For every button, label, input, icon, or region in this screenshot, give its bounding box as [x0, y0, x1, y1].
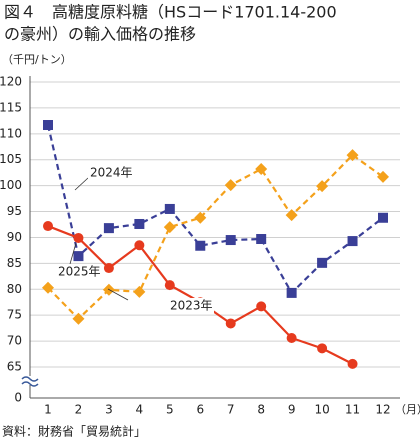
point — [163, 221, 176, 234]
label-bg — [88, 165, 134, 181]
y-tick-label: 85 — [7, 256, 22, 270]
y-tick-label: 70 — [7, 334, 22, 348]
label-bg — [56, 264, 102, 280]
point — [225, 318, 236, 329]
point — [73, 232, 84, 243]
point — [133, 285, 146, 298]
point — [195, 240, 206, 251]
y-tick-label: 115 — [0, 100, 22, 114]
y-axis-label: （千円/トン） — [2, 53, 72, 66]
series-label: 2025年 — [58, 265, 101, 279]
point — [43, 120, 53, 131]
series-line — [47, 153, 384, 321]
point — [347, 236, 358, 247]
x-tick-label: 10 — [314, 403, 329, 417]
point — [134, 218, 145, 229]
point — [317, 257, 328, 268]
y-tick-label: 100 — [0, 178, 22, 192]
point — [224, 179, 237, 192]
point — [73, 251, 84, 262]
x-tick-label: 6 — [196, 403, 204, 417]
x-tick-label: 12 — [375, 403, 390, 417]
point — [286, 332, 297, 343]
y-tick-label: 65 — [7, 360, 22, 374]
axis-break — [21, 376, 39, 387]
x-tick-label: 7 — [227, 403, 235, 417]
point — [256, 301, 267, 312]
source: 資料：財務省「貿易統計」 — [2, 424, 146, 439]
y-tick-label: 120 — [0, 75, 22, 89]
point — [378, 212, 388, 223]
point — [194, 211, 207, 224]
point — [346, 149, 359, 162]
label-leader — [74, 177, 89, 191]
x-tick-label: 3 — [105, 403, 113, 417]
point — [103, 263, 114, 274]
point — [285, 209, 298, 222]
point — [347, 358, 358, 369]
x-axis-label: （月） — [395, 403, 420, 416]
y-tick-label: 90 — [7, 230, 22, 244]
y-tick-label: 0 — [14, 391, 22, 405]
point — [377, 170, 389, 183]
y-tick-label: 95 — [7, 204, 22, 218]
point — [164, 280, 175, 291]
point — [42, 281, 54, 294]
y-tick-label: 75 — [7, 308, 22, 322]
series-line — [46, 124, 384, 295]
point — [286, 287, 297, 298]
x-tick-label: 1 — [44, 403, 52, 417]
point — [316, 180, 329, 193]
label-bg — [168, 298, 214, 314]
chart-title: の豪州）の輸入価格の推移 — [4, 25, 196, 44]
point — [72, 312, 85, 325]
point — [255, 163, 268, 176]
y-tick-label: 110 — [0, 126, 22, 140]
x-tick-label: 5 — [166, 403, 174, 417]
point — [164, 203, 175, 214]
x-tick-label: 11 — [345, 403, 360, 417]
x-tick-label: 2 — [75, 403, 83, 417]
series-label: 2024年 — [90, 166, 133, 180]
y-tick-label: 105 — [0, 152, 22, 166]
label-leader — [107, 288, 129, 301]
label-leader — [69, 242, 77, 265]
point — [256, 234, 267, 245]
x-tick-label: 4 — [136, 403, 144, 417]
point — [103, 223, 114, 234]
point — [43, 221, 53, 232]
y-tick-label: 80 — [7, 282, 22, 296]
x-tick-label: 9 — [288, 403, 296, 417]
point — [317, 343, 328, 354]
point — [225, 235, 236, 246]
series-label: 2023年 — [170, 299, 213, 313]
point — [134, 240, 145, 251]
x-tick-label: 8 — [257, 403, 265, 417]
chart-title: 図４ 高糖度原料糖（HSコード1701.14-200 — [4, 3, 337, 22]
